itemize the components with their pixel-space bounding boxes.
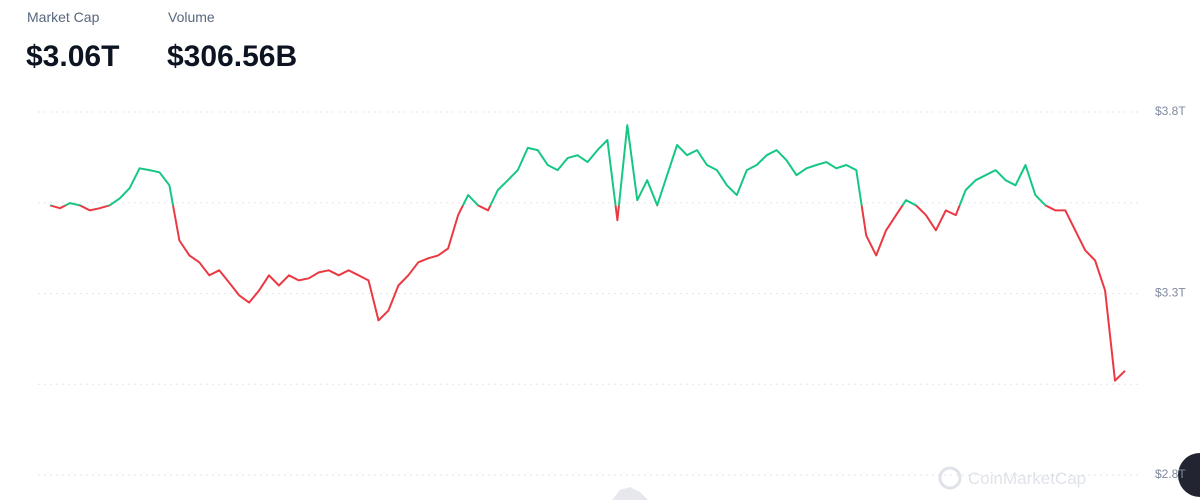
volume-hint xyxy=(612,487,648,500)
stat-label: Volume xyxy=(168,9,215,25)
y-tick-label: $3.3T xyxy=(1155,286,1186,300)
y-tick-label: $2.8T xyxy=(1155,467,1186,481)
stat-value: $3.06T xyxy=(26,40,119,73)
scroll-button[interactable] xyxy=(1178,453,1200,497)
y-tick-label: $3.8T xyxy=(1155,104,1186,118)
price-line xyxy=(49,124,1126,382)
stat-label: Market Cap xyxy=(27,9,100,25)
watermark-logo xyxy=(938,466,962,490)
watermark-text: CoinMarketCap xyxy=(968,469,1086,488)
watermark: CoinMarketCap xyxy=(938,466,1086,490)
stat-value: $306.56B xyxy=(167,40,297,73)
